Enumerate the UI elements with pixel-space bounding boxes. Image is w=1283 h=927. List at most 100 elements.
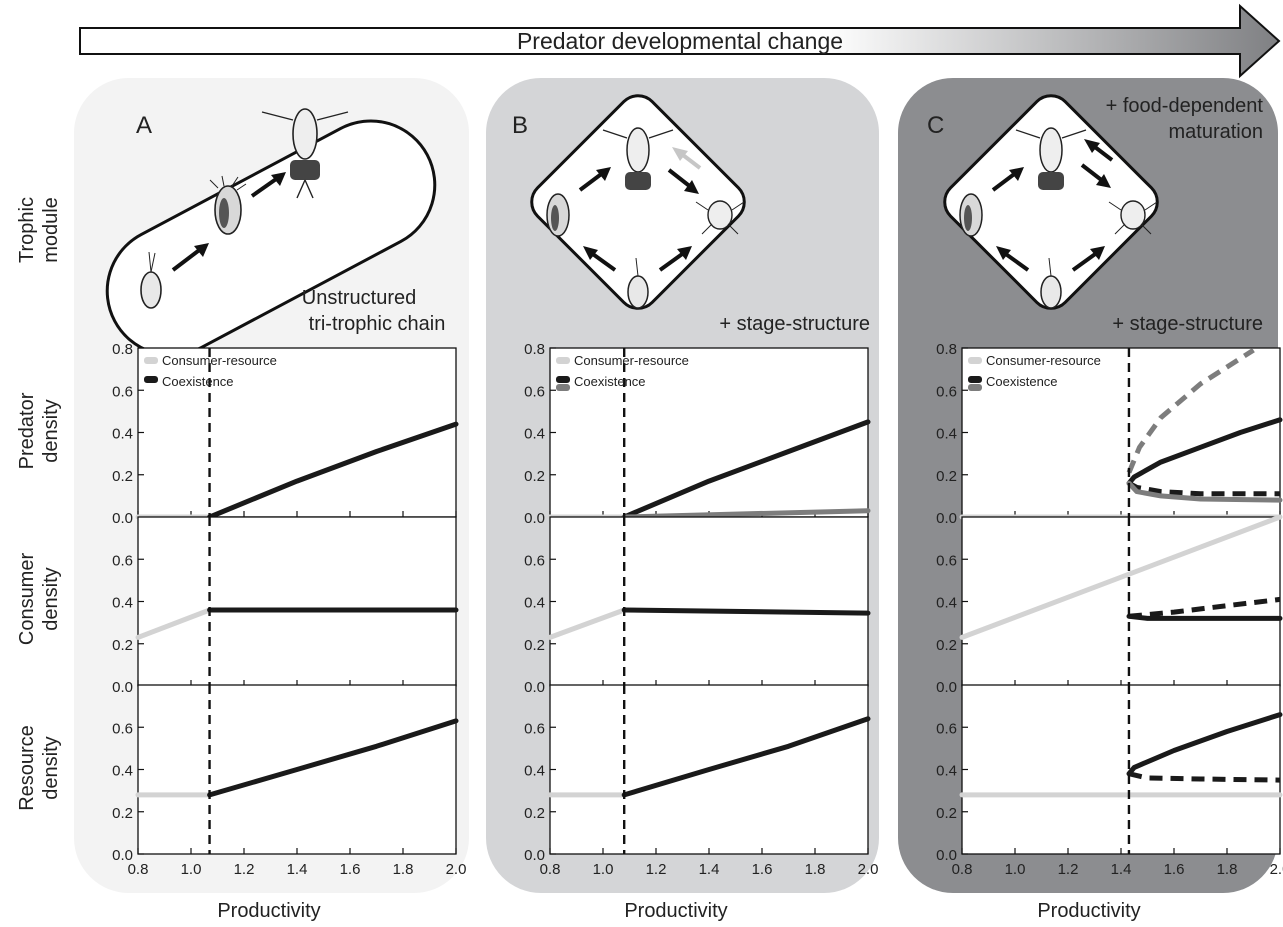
consumer-resource-line	[135, 607, 213, 640]
y-tick-label: 0.4	[524, 426, 545, 443]
arrow-maturation	[672, 147, 702, 170]
panel-b-xlabel: Productivity	[624, 900, 727, 922]
module-c-top-caption-line2: maturation	[1169, 121, 1264, 143]
y-tick-label: 0.0	[112, 510, 133, 527]
panel-b-letter: B	[512, 112, 528, 139]
legend-label-coexistence: Coexistence	[574, 374, 646, 389]
y-tick-label: 0.0	[936, 679, 957, 696]
trophic-module-c: + food-dependent maturation + stage-stru…	[927, 94, 1264, 335]
y-tick-label: 0.2	[524, 468, 545, 485]
arrow-adult-to-juvenile	[667, 168, 699, 194]
y-tick-label: 0.6	[936, 720, 957, 737]
arrow-algae-to-juvenile	[658, 246, 692, 272]
coexistence-line-dashed	[1128, 771, 1281, 783]
row-label-predator-line1: Predator	[16, 392, 38, 469]
panel-a-letter: A	[136, 112, 152, 139]
x-tick-label: 1.6	[340, 861, 361, 878]
legend: Consumer-resource Coexistence	[144, 353, 277, 389]
row-label-consumer-line2: density	[40, 567, 62, 630]
coexistence-line	[621, 716, 871, 798]
x-tick-label: 1.4	[1111, 861, 1132, 878]
y-tick-label: 0.4	[936, 426, 957, 443]
plot-a-consumer: 0.0 0.2 0.4 0.6	[112, 516, 459, 696]
legend-swatch-coexistence-alt	[556, 384, 570, 391]
y-tick-label: 0.2	[936, 637, 957, 654]
algae-icon	[1040, 257, 1062, 309]
x-tick-label: 2.0	[858, 861, 879, 878]
panel-c-letter: C	[927, 112, 944, 139]
y-tick-label: 0.8	[112, 341, 133, 358]
banner-text: Predator developmental change	[517, 28, 843, 54]
legend-label-coexistence: Coexistence	[986, 374, 1058, 389]
row-label-consumer-line1: Consumer	[16, 553, 38, 646]
x-tick-label: 0.8	[128, 861, 149, 878]
legend-label-coexistence: Coexistence	[162, 374, 234, 389]
coexistence-line	[621, 508, 871, 520]
y-tick-label: 0.6	[112, 383, 133, 400]
x-tick-label: 1.6	[1164, 861, 1185, 878]
y-tick-label: 0.6	[524, 552, 545, 569]
trophic-module-a: Unstructured tri-trophic chain A	[105, 108, 446, 357]
coexistence-line	[1126, 480, 1283, 503]
module-a-outline	[105, 119, 437, 357]
y-tick-label: 0.0	[112, 847, 133, 864]
algae-icon	[140, 251, 162, 309]
legend-swatch-coexistence	[144, 376, 158, 383]
coexistence-line	[207, 421, 459, 520]
x-tick-label: 1.6	[752, 861, 773, 878]
x-tick-label: 2.0	[446, 861, 467, 878]
row-label-consumer: Consumer density	[16, 553, 62, 646]
coexistence-line	[1126, 712, 1283, 777]
row-label-resource: Resource density	[16, 725, 62, 811]
consumer-resource-line	[547, 607, 627, 640]
x-tick-label: 1.4	[287, 861, 308, 878]
arrow-rotifer-to-adult	[578, 167, 611, 192]
plot-frame	[961, 516, 1281, 687]
coexistence-line	[1126, 417, 1283, 486]
plot-a-resource: 0.0 0.2 0.4 0.6 0.8 1.0 1.2 1.4 1.6 1.8 2.0	[112, 684, 467, 878]
legend-label-consumer-resource: Consumer-resource	[574, 353, 689, 368]
module-a-caption-line1: Unstructured	[302, 287, 417, 309]
module-b-outline	[530, 94, 746, 310]
x-tick-label: 1.0	[593, 861, 614, 878]
rotifer-icon	[209, 175, 247, 235]
y-tick-label: 0.8	[936, 341, 957, 358]
y-tick-label: 0.4	[112, 763, 133, 780]
panel-a-xlabel: Productivity	[217, 900, 320, 922]
y-tick-label: 0.4	[936, 595, 957, 612]
x-tick-label: 1.0	[1005, 861, 1026, 878]
legend-swatch-consumer-resource	[556, 357, 570, 364]
row-label-trophic-line2: module	[40, 197, 62, 263]
arrow-maturation	[1084, 139, 1114, 162]
legend-swatch-consumer-resource	[144, 357, 158, 364]
y-tick-label: 0.2	[112, 637, 133, 654]
y-tick-label: 0.4	[936, 763, 957, 780]
y-tick-label: 0.2	[112, 805, 133, 822]
algae-icon	[627, 257, 649, 309]
y-tick-label: 0.6	[936, 552, 957, 569]
copepod-adult-icon	[1015, 127, 1087, 190]
x-tick-label: 0.8	[952, 861, 973, 878]
juvenile-copepod-icon	[1108, 200, 1158, 235]
module-a-caption-line2: tri-trophic chain	[309, 313, 446, 335]
y-tick-label: 0.0	[112, 679, 133, 696]
plot-a-predator: 0.0 0.2 0.4 0.6 0.8 Consumer-resource Coexiste…	[112, 341, 459, 527]
plot-area: 0.0 0.2 0.4 0.6 0.8 Consumer-resource Coexiste…	[112, 341, 1283, 878]
legend: Consumer-resource Coexistence	[968, 353, 1101, 391]
y-tick-label: 0.4	[524, 595, 545, 612]
x-tick-label: 1.2	[646, 861, 667, 878]
y-tick-label: 0.0	[936, 510, 957, 527]
module-b-caption: + stage-structure	[719, 313, 870, 335]
plot-b-consumer: 0.0 0.2 0.4 0.6	[524, 516, 871, 696]
arrow-algae-to-rotifer	[583, 246, 617, 272]
arrow-algae-to-juvenile	[1071, 246, 1105, 272]
rotifer-icon	[959, 193, 983, 237]
plot-c-predator: 0.0 0.2 0.4 0.6 0.8 Consumer-resource Coexiste…	[936, 341, 1283, 527]
plot-c-consumer: 0.0 0.2 0.4 0.6	[936, 514, 1283, 696]
trophic-module-b: + stage-structure B	[512, 94, 870, 335]
row-label-trophic: Trophic module	[16, 197, 62, 263]
y-tick-label: 0.4	[112, 426, 133, 443]
row-label-trophic-line1: Trophic	[16, 197, 38, 263]
y-tick-label: 0.0	[524, 679, 545, 696]
y-tick-label: 0.6	[112, 720, 133, 737]
